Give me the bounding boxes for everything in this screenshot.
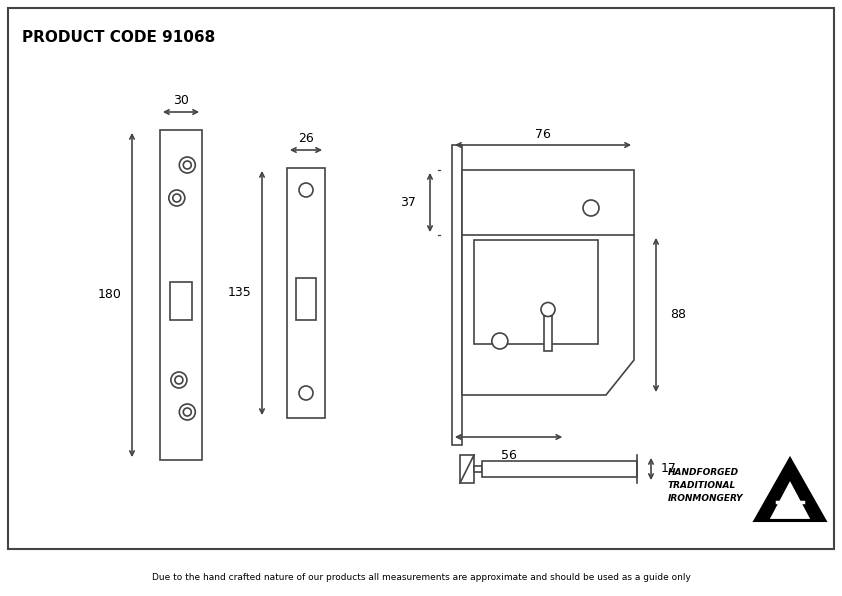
Text: 88: 88 [670, 309, 686, 321]
Circle shape [173, 194, 181, 202]
Bar [474, 466, 482, 472]
Text: 76: 76 [535, 128, 551, 141]
Text: IRONMONGERY: IRONMONGERY [668, 494, 743, 503]
Text: 135: 135 [228, 287, 252, 300]
Bar [460, 455, 474, 483]
Text: 37: 37 [400, 196, 416, 209]
Text: 26: 26 [298, 132, 314, 145]
Text: 17: 17 [661, 462, 677, 476]
Text: PRODUCT CODE 91068: PRODUCT CODE 91068 [22, 30, 216, 45]
Bar [452, 145, 462, 445]
Polygon shape [770, 481, 810, 519]
Circle shape [184, 161, 191, 169]
Circle shape [299, 386, 313, 400]
Text: 30: 30 [173, 95, 189, 107]
Bar [482, 461, 637, 477]
Text: Due to the hand crafted nature of our products all measurements are approximate : Due to the hand crafted nature of our pr… [152, 573, 690, 582]
Circle shape [583, 200, 599, 216]
Bar [296, 278, 316, 320]
Polygon shape [462, 170, 634, 395]
Bar [170, 282, 192, 320]
Bar [544, 315, 552, 350]
Circle shape [541, 303, 555, 316]
Circle shape [175, 376, 183, 384]
Circle shape [299, 183, 313, 197]
Text: 180: 180 [98, 288, 122, 302]
Circle shape [492, 333, 508, 349]
Text: HANDFORGED: HANDFORGED [668, 468, 739, 477]
Bar [287, 168, 325, 418]
Circle shape [179, 157, 195, 173]
Bar [474, 240, 598, 343]
Text: TRADITIONAL: TRADITIONAL [668, 481, 736, 490]
Circle shape [171, 372, 187, 388]
Circle shape [179, 404, 195, 420]
Bar [160, 130, 202, 460]
Circle shape [184, 408, 191, 416]
Circle shape [168, 190, 184, 206]
Text: 56: 56 [501, 449, 516, 462]
Polygon shape [754, 458, 826, 521]
